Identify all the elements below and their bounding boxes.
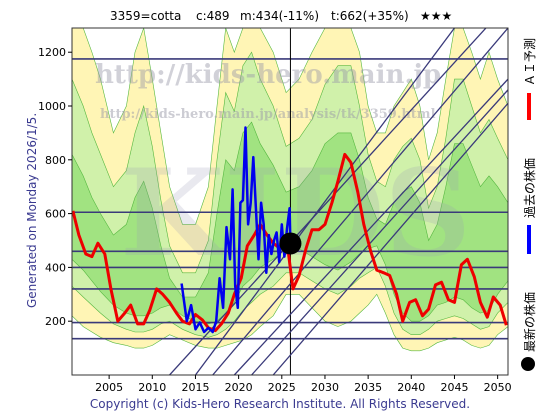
ai-forecast-line xyxy=(72,152,508,333)
legend-past-label: 過去の株価 xyxy=(522,158,537,218)
watermark-logo: KIDS xyxy=(120,143,471,284)
generated-date-label: Generated on Monday 2026/1/5. xyxy=(25,113,39,308)
legend-item-latest: 最新の株価 xyxy=(521,292,537,371)
legend-ai-label: ＡＩ予測 xyxy=(523,38,537,86)
x-tick-label: 2010 xyxy=(138,381,166,394)
legend-item-past: 過去の株価 xyxy=(522,158,537,254)
x-tick-label: 2020 xyxy=(225,381,253,394)
x-tick-label: 2005 xyxy=(95,381,123,394)
x-axis: 2005 2010 2015 2020 2025 2030 2035 2040 2045 2050 xyxy=(95,375,512,394)
trend-line xyxy=(169,28,487,375)
watermark: http://kids-hero.main.jp http://kids-her… xyxy=(95,60,471,284)
x-tick-label: 2025 xyxy=(268,381,296,394)
mid-price: m:434(-11%) xyxy=(240,9,319,23)
copyright-footer: Copyright (c) Kids-Hero Research Institu… xyxy=(90,397,470,411)
watermark-url-top: http://kids-hero.main.jp xyxy=(95,60,441,90)
legend-latest-dot xyxy=(521,357,535,371)
y-tick-label: 200 xyxy=(45,315,66,328)
y-tick-label: 800 xyxy=(45,154,66,167)
x-tick-label: 2040 xyxy=(397,381,425,394)
y-tick-label: 600 xyxy=(45,208,66,221)
legend: ＡＩ予測 過去の株価 最新の株価 xyxy=(521,38,537,371)
y-axis: 200 400 600 800 1000 1200 xyxy=(38,46,72,328)
y-tick-label: 1000 xyxy=(38,100,66,113)
legend-latest-label: 最新の株価 xyxy=(522,292,537,352)
legend-item-ai: ＡＩ予測 xyxy=(523,38,537,120)
x-tick-label: 2045 xyxy=(440,381,468,394)
x-tick-label: 2030 xyxy=(311,381,339,394)
x-tick-label: 2015 xyxy=(181,381,209,394)
past-price-line xyxy=(180,126,292,334)
x-tick-label: 2050 xyxy=(484,381,512,394)
trend-line xyxy=(251,89,508,375)
current-price: c:489 xyxy=(196,9,230,23)
chart-header: 3359=cotta c:489 m:434(-11%) t:662(+35%)… xyxy=(110,9,452,23)
watermark-url-sub: http://kids-hero.main.jp/analysis/tk/335… xyxy=(100,107,436,122)
latest-price-dot xyxy=(279,232,302,255)
y-tick-label: 1200 xyxy=(38,46,66,59)
latest-marker xyxy=(279,232,302,255)
rating-stars: ★★★ xyxy=(420,9,452,23)
trend-line xyxy=(272,102,508,375)
plot-frame xyxy=(71,27,509,376)
target-price: t:662(+35%) xyxy=(331,9,409,23)
trend-line xyxy=(233,78,508,375)
y-tick-label: 400 xyxy=(45,261,66,274)
ticker-code: 3359=cotta xyxy=(110,9,181,23)
price-series xyxy=(72,126,508,334)
x-tick-label: 2035 xyxy=(354,381,382,394)
trend-line xyxy=(194,28,455,375)
